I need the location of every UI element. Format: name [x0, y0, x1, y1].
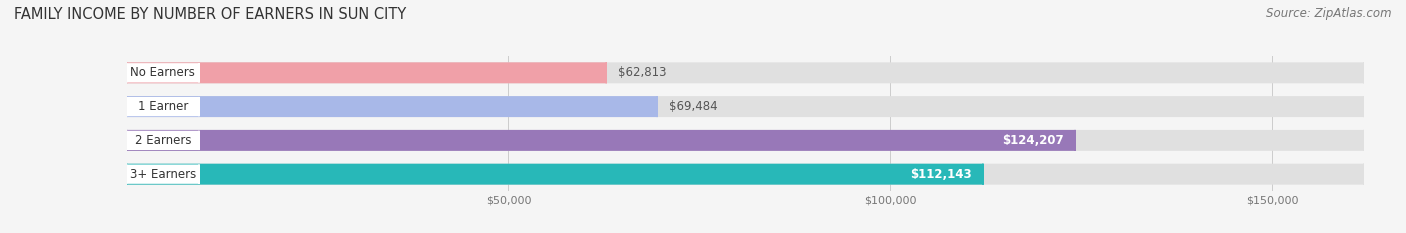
- Text: $112,143: $112,143: [910, 168, 972, 181]
- FancyBboxPatch shape: [127, 164, 983, 185]
- FancyBboxPatch shape: [127, 130, 1364, 151]
- FancyBboxPatch shape: [127, 96, 1364, 117]
- FancyBboxPatch shape: [127, 164, 200, 184]
- Text: 3+ Earners: 3+ Earners: [129, 168, 195, 181]
- FancyBboxPatch shape: [127, 62, 606, 83]
- FancyBboxPatch shape: [127, 96, 657, 117]
- FancyBboxPatch shape: [127, 63, 200, 82]
- Text: Source: ZipAtlas.com: Source: ZipAtlas.com: [1267, 7, 1392, 20]
- FancyBboxPatch shape: [127, 131, 200, 150]
- Text: 1 Earner: 1 Earner: [138, 100, 188, 113]
- Text: 2 Earners: 2 Earners: [135, 134, 191, 147]
- Text: FAMILY INCOME BY NUMBER OF EARNERS IN SUN CITY: FAMILY INCOME BY NUMBER OF EARNERS IN SU…: [14, 7, 406, 22]
- FancyBboxPatch shape: [127, 164, 1364, 185]
- FancyBboxPatch shape: [127, 62, 1364, 83]
- Text: No Earners: No Earners: [131, 66, 195, 79]
- Text: $124,207: $124,207: [1002, 134, 1064, 147]
- Text: $69,484: $69,484: [669, 100, 717, 113]
- Text: $62,813: $62,813: [617, 66, 666, 79]
- FancyBboxPatch shape: [127, 130, 1076, 151]
- FancyBboxPatch shape: [127, 97, 200, 116]
